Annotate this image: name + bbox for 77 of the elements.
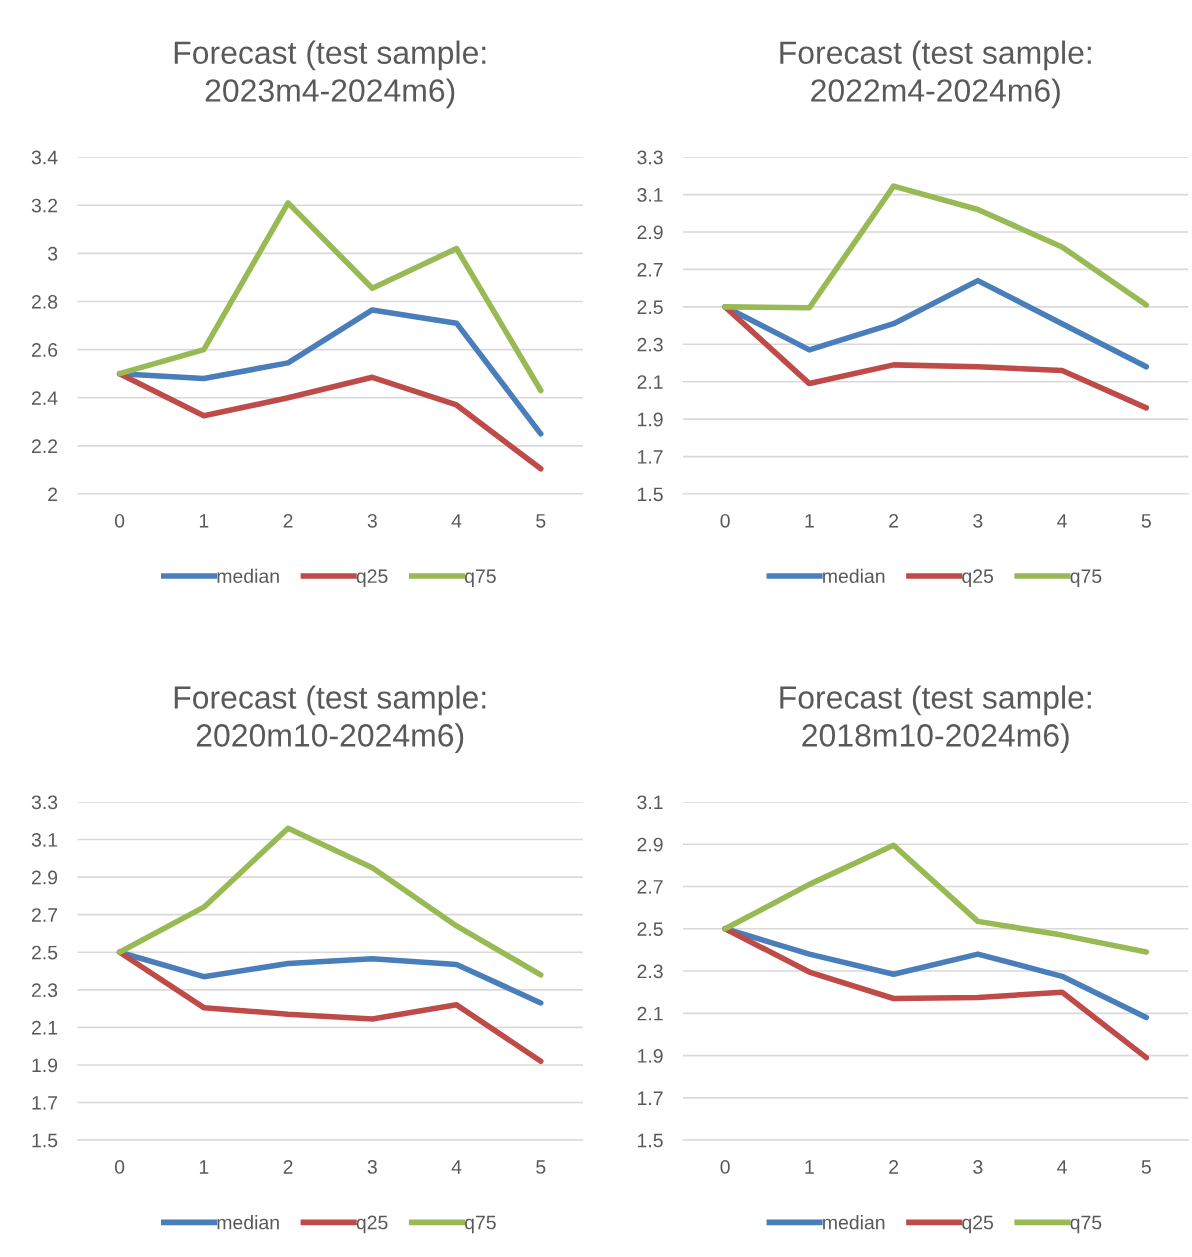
- legend-label: q25: [356, 1215, 388, 1234]
- y-tick-label: 2.9: [637, 837, 663, 852]
- y-tick-label: 3.3: [637, 150, 663, 165]
- x-tick-label: 0: [720, 513, 730, 528]
- y-tick-label: 2.5: [637, 922, 663, 936]
- x-tick-label: 2: [889, 513, 899, 528]
- y-tick-label: 2.9: [31, 870, 58, 885]
- y-tick-label: 2.3: [637, 964, 663, 979]
- y-tick-label: 3.1: [637, 795, 663, 810]
- y-tick-label: 3.1: [31, 833, 58, 847]
- chart-title: Forecast (test sample: 2022m4-2024m6): [780, 40, 1091, 109]
- y-tick-label: 1.7: [32, 1096, 58, 1110]
- y-tick-label: 3.3: [31, 795, 58, 810]
- y-tick-label: 1.5: [638, 487, 663, 502]
- x-tick-label: 3: [367, 513, 377, 528]
- legend-label: q25: [356, 569, 388, 587]
- legend-label: q25: [962, 569, 994, 587]
- legend-label: median: [823, 1215, 885, 1230]
- y-tick-label: 1.7: [638, 450, 663, 464]
- y-tick-label: 1.5: [32, 1133, 58, 1148]
- y-tick-label: 2: [48, 487, 58, 502]
- y-tick-label: 2.3: [31, 983, 58, 998]
- x-tick-label: 0: [114, 1160, 125, 1174]
- x-tick-label: 4: [451, 514, 462, 528]
- x-tick-label: 2: [283, 513, 293, 528]
- x-tick-label: 0: [720, 1160, 730, 1174]
- x-tick-label: 4: [451, 1160, 462, 1174]
- x-tick-label: 4: [1057, 1160, 1067, 1174]
- y-tick-label: 3.2: [31, 198, 58, 213]
- legend-label: q75: [1070, 569, 1102, 587]
- y-tick-label: 2.6: [31, 343, 58, 357]
- legend-label: median: [823, 568, 885, 584]
- x-tick-label: 5: [1141, 1160, 1151, 1174]
- x-tick-label: 5: [536, 1160, 546, 1174]
- legend-label: q25: [962, 1215, 994, 1234]
- legend-label: q75: [464, 1215, 496, 1234]
- y-tick-label: 2.8: [31, 294, 58, 309]
- x-tick-label: 1: [805, 1160, 814, 1174]
- y-tick-label: 2.1: [637, 375, 663, 389]
- y-tick-label: 3.4: [31, 150, 58, 165]
- x-tick-label: 5: [536, 514, 546, 528]
- chart-title: Forecast (test sample: 2023m4-2024m6): [174, 40, 486, 109]
- x-tick-label: 2: [889, 1160, 899, 1174]
- x-tick-label: 1: [199, 1160, 209, 1174]
- y-tick-label: 3.1: [637, 188, 663, 202]
- y-tick-label: 2.2: [31, 439, 58, 453]
- y-tick-label: 2.1: [31, 1020, 58, 1035]
- y-tick-label: 2.1: [637, 1006, 663, 1021]
- y-tick-label: 2.4: [31, 391, 58, 405]
- chart-title: Forecast (test sample: 2020m10-2024m6): [174, 685, 486, 754]
- x-tick-label: 0: [114, 513, 125, 528]
- legend-label: median: [217, 1215, 279, 1230]
- y-tick-label: 1.5: [638, 1133, 663, 1148]
- y-tick-label: 2.5: [637, 300, 663, 315]
- x-tick-label: 1: [199, 514, 209, 528]
- y-tick-label: 3: [47, 246, 58, 261]
- y-tick-label: 2.3: [637, 337, 663, 352]
- y-tick-label: 2.5: [31, 945, 58, 960]
- x-tick-label: 4: [1057, 514, 1067, 528]
- y-tick-label: 2.7: [637, 262, 663, 277]
- x-tick-label: 2: [283, 1160, 293, 1174]
- y-tick-label: 1.9: [638, 412, 663, 427]
- chart-title: Forecast (test sample: 2018m10-2024m6): [780, 685, 1091, 754]
- x-tick-label: 3: [973, 513, 983, 528]
- y-tick-label: 2.7: [637, 879, 663, 894]
- x-tick-label: 3: [973, 1160, 983, 1174]
- x-tick-label: 1: [805, 514, 814, 528]
- y-tick-label: 2.9: [637, 225, 663, 240]
- legend-label: q75: [1070, 1215, 1102, 1234]
- x-tick-label: 3: [367, 1160, 377, 1174]
- y-tick-label: 1.9: [32, 1058, 58, 1073]
- y-tick-label: 1.9: [638, 1049, 663, 1063]
- y-tick-label: 2.7: [31, 908, 58, 922]
- legend-label: q75: [464, 569, 496, 587]
- x-tick-label: 5: [1141, 514, 1151, 528]
- legend-label: median: [217, 568, 279, 584]
- y-tick-label: 1.7: [638, 1091, 663, 1105]
